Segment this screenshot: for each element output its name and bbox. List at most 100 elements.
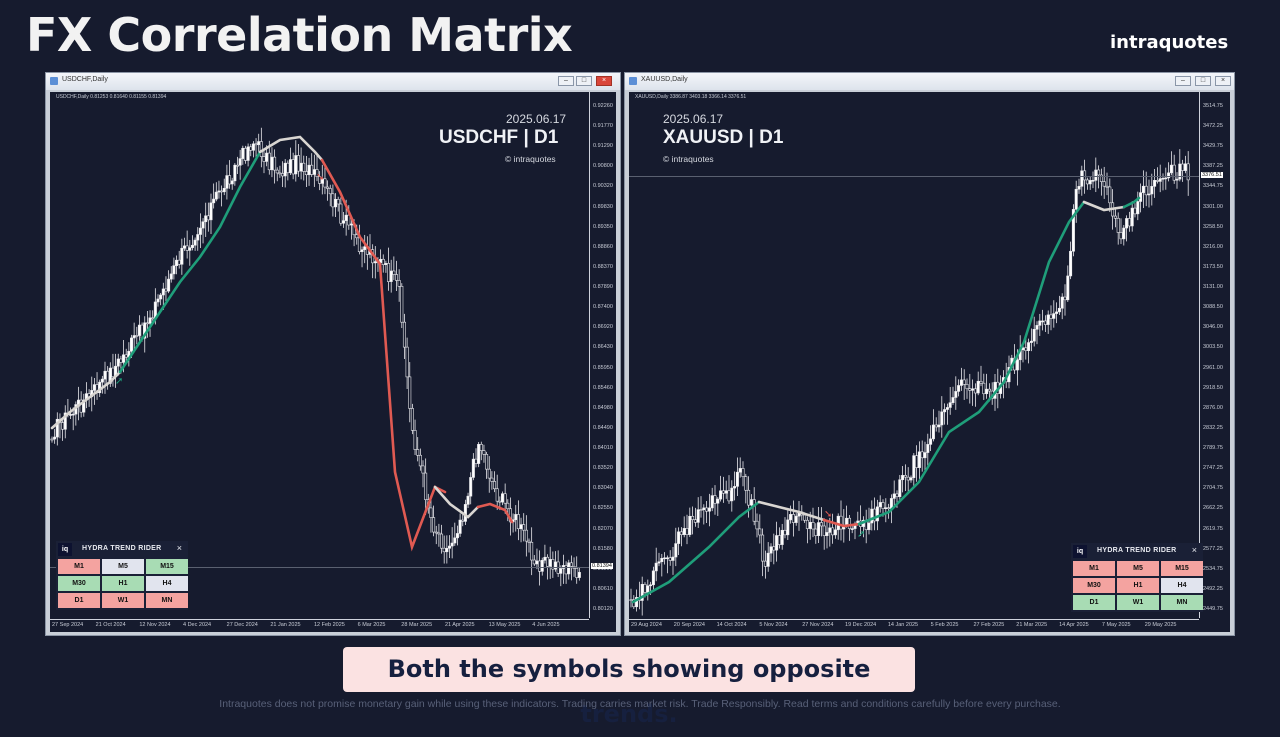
price-candle-body — [1133, 207, 1137, 215]
price-candle-body — [1175, 178, 1179, 181]
timeframe-cell-h1[interactable]: H1 — [1117, 578, 1159, 593]
timeframe-cell-m1[interactable]: M1 — [58, 559, 100, 574]
timeframe-cell-m30[interactable]: M30 — [58, 576, 100, 591]
timeframe-cell-w1[interactable]: W1 — [102, 593, 144, 608]
close-button[interactable]: × — [1215, 76, 1231, 86]
price-candle-body — [394, 274, 398, 281]
price-candle-body — [1099, 174, 1103, 182]
time-axis-label: 21 Apr 2025 — [444, 622, 475, 628]
price-candle-body — [400, 285, 404, 323]
chart-area[interactable]: ➘ ➚ XAUUSD,Daily 3386.87 3403.18 3366.14 … — [629, 92, 1230, 632]
price-candle-body — [1024, 347, 1028, 351]
price-candle-body — [289, 159, 293, 174]
price-candle-body — [532, 559, 536, 565]
price-candle-body — [808, 522, 812, 529]
price-candle-body — [951, 397, 955, 403]
timeframe-cell-m1[interactable]: M1 — [1073, 561, 1115, 576]
time-axis-label: 14 Jan 2025 — [887, 622, 919, 628]
price-candle-body — [410, 408, 414, 431]
price-candle-body — [498, 500, 502, 503]
time-axis-label: 28 Mar 2025 — [401, 622, 433, 628]
chart-window-usdchf[interactable]: USDCHF,Daily – □ × ➚ ➘ USDCHF,Daily 0.812… — [45, 72, 621, 636]
price-candle-body — [668, 557, 672, 561]
panel-close-icon[interactable]: × — [176, 543, 182, 553]
time-axis-label: 5 Feb 2025 — [930, 622, 959, 628]
price-candle-body — [791, 514, 795, 523]
price-candle-body — [1153, 180, 1157, 187]
hydra-trend-panel[interactable]: iq HYDRA TREND RIDER × M1 M5 M15 M30 H1 H4 D1 W… — [56, 541, 188, 610]
price-candle-body — [971, 388, 975, 391]
price-candle-body — [822, 525, 826, 536]
sell-arrow-icon: ➘ — [824, 509, 832, 520]
price-axis-label: 0.85460 — [593, 384, 613, 391]
window-titlebar[interactable]: USDCHF,Daily – □ × — [46, 73, 620, 90]
timeframe-cell-m5[interactable]: M5 — [1117, 561, 1159, 576]
price-candle-body — [1088, 180, 1092, 185]
price-axis-label: 2492.25 — [1203, 585, 1223, 592]
price-axis-label: 0.80120 — [593, 606, 613, 612]
price-candle-body — [1102, 181, 1106, 187]
price-candle-body — [416, 449, 420, 456]
close-button[interactable]: × — [596, 76, 612, 86]
price-candle-body — [833, 529, 837, 536]
price-candle-body — [640, 583, 644, 601]
price-candle-body — [943, 409, 947, 413]
timeframe-cell-d1[interactable]: D1 — [1073, 595, 1115, 610]
chart-window-xauusd[interactable]: XAUUSD,Daily – □ × ➘ ➚ XAUUSD,Daily 3386.… — [624, 72, 1235, 636]
price-candle-body — [577, 572, 581, 578]
price-candle-body — [965, 384, 969, 390]
timeframe-cell-mn[interactable]: MN — [1161, 595, 1203, 610]
window-titlebar[interactable]: XAUUSD,Daily – □ × — [625, 73, 1234, 90]
minimize-button[interactable]: – — [1175, 76, 1191, 86]
timeframe-cell-m15[interactable]: M15 — [146, 559, 188, 574]
price-axis-label: 3088.50 — [1203, 304, 1223, 311]
price-axis — [589, 92, 590, 618]
window-title: USDCHF,Daily — [62, 76, 108, 83]
price-candle-body — [206, 215, 210, 221]
price-candle-body — [546, 556, 550, 567]
maximize-button[interactable]: □ — [1195, 76, 1211, 86]
timeframe-cell-m5[interactable]: M5 — [102, 559, 144, 574]
hydra-trend-panel[interactable]: iq HYDRA TREND RIDER × M1 M5 M15 M30 H1 H4 D1 W… — [1071, 543, 1203, 612]
time-axis — [629, 619, 1199, 620]
price-candle-body — [363, 246, 367, 250]
price-candle-body — [738, 468, 742, 473]
ohlc-info: USDCHF,Daily 0.81253 0.81640 0.81155 0.8… — [56, 94, 167, 100]
price-candle-body — [217, 190, 221, 193]
timeframe-cell-h1[interactable]: H1 — [102, 576, 144, 591]
price-candle-body — [982, 382, 986, 395]
timeframe-cell-h4[interactable]: H4 — [1161, 578, 1203, 593]
timeframe-cell-w1[interactable]: W1 — [1117, 595, 1159, 610]
timeframe-cell-m30[interactable]: M30 — [1073, 578, 1115, 593]
price-axis-label: 0.83520 — [593, 465, 613, 472]
price-candle-body — [119, 358, 123, 363]
price-candle-body — [455, 533, 459, 539]
price-candle-body — [259, 141, 263, 157]
timeframe-cell-h4[interactable]: H4 — [146, 576, 188, 591]
price-candle-body — [270, 156, 274, 171]
price-axis-label: 3429.75 — [1203, 143, 1223, 150]
price-chart[interactable]: ➘➚ — [629, 92, 1230, 632]
price-candle-body — [71, 413, 75, 416]
price-candle-body — [281, 173, 285, 177]
price-candle-body — [548, 559, 552, 567]
price-candle-body — [471, 458, 475, 478]
price-candle-body — [716, 498, 720, 504]
price-candle-body — [1105, 185, 1109, 188]
price-candle-body — [214, 191, 218, 200]
price-candle-body — [69, 414, 73, 416]
timeframe-cell-mn[interactable]: MN — [146, 593, 188, 608]
chart-area[interactable]: ➚ ➘ USDCHF,Daily 0.81253 0.81640 0.81155 … — [50, 92, 616, 632]
chart-window-icon — [629, 77, 637, 85]
price-candle-body — [1041, 320, 1045, 323]
price-candle-body — [148, 317, 152, 324]
minimize-button[interactable]: – — [558, 76, 574, 86]
price-candle-body — [190, 244, 194, 248]
timeframe-cell-d1[interactable]: D1 — [58, 593, 100, 608]
maximize-button[interactable]: □ — [576, 76, 592, 86]
price-candle-body — [772, 546, 776, 551]
price-chart[interactable]: ➚➘ — [50, 92, 616, 632]
panel-close-icon[interactable]: × — [1191, 545, 1197, 555]
current-price-line — [629, 176, 1199, 177]
timeframe-cell-m15[interactable]: M15 — [1161, 561, 1203, 576]
